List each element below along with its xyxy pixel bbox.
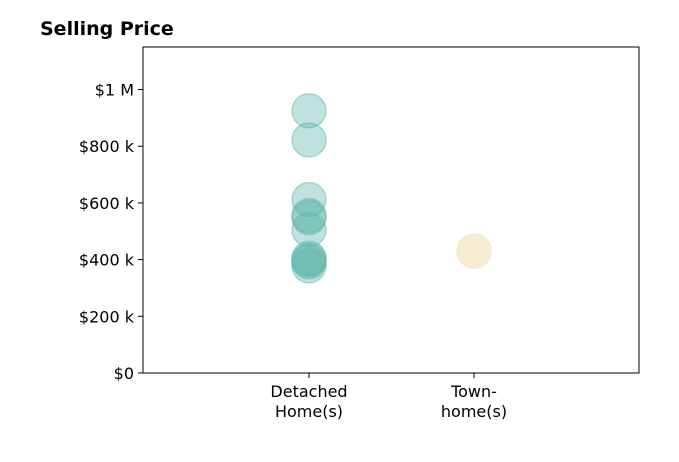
y-tick-label: $1 M bbox=[95, 81, 134, 100]
data-point bbox=[291, 242, 327, 278]
y-tick-label: $400 k bbox=[79, 251, 135, 270]
data-point bbox=[291, 244, 327, 280]
data-points bbox=[291, 93, 492, 284]
data-point bbox=[291, 199, 327, 236]
y-tick-label: $200 k bbox=[79, 307, 135, 326]
data-point bbox=[291, 122, 327, 158]
data-point bbox=[456, 233, 492, 269]
data-point bbox=[291, 93, 327, 129]
data-point bbox=[291, 181, 327, 218]
x-axis: Detached Home(s) Town-home(s) bbox=[270, 373, 507, 421]
data-point bbox=[291, 197, 327, 234]
y-tick-label: $0 bbox=[114, 364, 134, 383]
y-axis: $0 $200 k $400 k $600 k $800 k $1 M bbox=[79, 81, 143, 383]
data-point bbox=[291, 212, 327, 248]
data-point bbox=[291, 240, 327, 276]
y-tick-label: $600 k bbox=[79, 194, 135, 213]
y-tick-label: $800 k bbox=[79, 137, 135, 156]
x-tick-label: Town-home(s) bbox=[441, 382, 507, 421]
plot-frame bbox=[142, 46, 640, 374]
chart-title: Selling Price bbox=[40, 18, 174, 40]
x-tick-label: Detached Home(s) bbox=[270, 382, 347, 421]
data-point bbox=[291, 248, 327, 284]
